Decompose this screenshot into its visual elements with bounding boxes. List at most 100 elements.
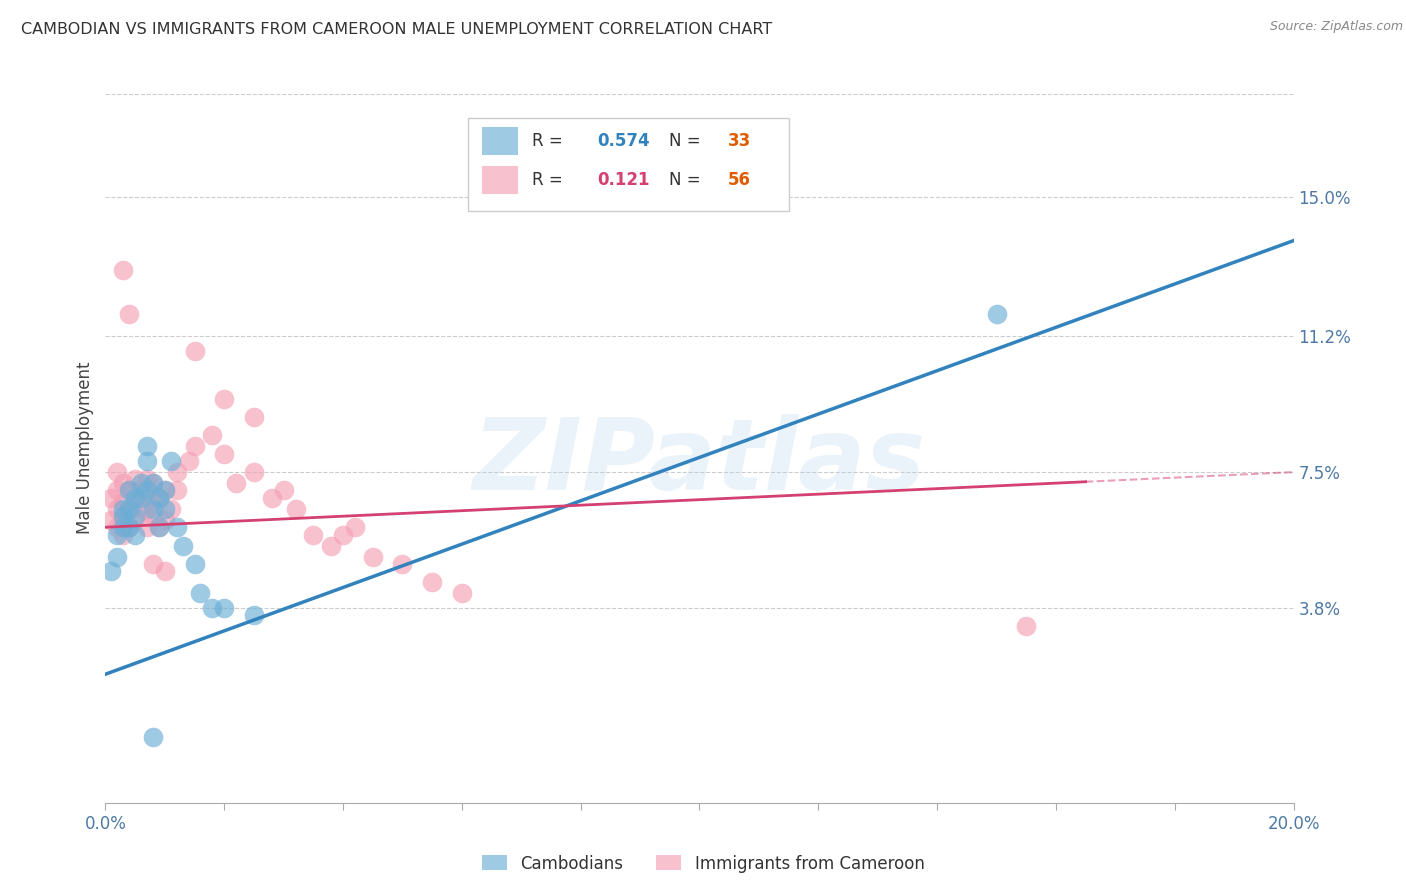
Text: CAMBODIAN VS IMMIGRANTS FROM CAMEROON MALE UNEMPLOYMENT CORRELATION CHART: CAMBODIAN VS IMMIGRANTS FROM CAMEROON MA…	[21, 22, 772, 37]
Point	[260, 491, 283, 505]
Point	[118, 307, 141, 321]
Text: 33: 33	[728, 132, 751, 150]
Point	[100, 491, 122, 505]
Point	[166, 465, 188, 479]
Point	[100, 513, 122, 527]
Point	[129, 476, 152, 491]
Point	[105, 527, 128, 541]
Point	[142, 509, 165, 524]
Point	[136, 483, 159, 498]
Bar	[482, 127, 517, 155]
Point	[142, 557, 165, 571]
Point	[361, 549, 384, 564]
Point	[124, 491, 146, 505]
Point	[129, 491, 152, 505]
Legend: Cambodians, Immigrants from Cameroon: Cambodians, Immigrants from Cameroon	[475, 848, 931, 880]
Point	[214, 392, 236, 406]
Point	[214, 601, 236, 615]
Text: 0.121: 0.121	[598, 171, 650, 189]
Point	[183, 343, 205, 358]
Point	[142, 491, 165, 505]
Point	[343, 520, 366, 534]
Point	[118, 520, 141, 534]
Point	[177, 454, 200, 468]
Point	[391, 557, 413, 571]
Point	[124, 527, 146, 541]
Point	[112, 520, 135, 534]
Point	[105, 549, 128, 564]
Text: ZIPatlas: ZIPatlas	[472, 414, 927, 511]
Point	[112, 494, 135, 508]
Point	[112, 476, 135, 491]
Point	[112, 527, 135, 541]
Point	[112, 501, 135, 516]
Point	[153, 513, 176, 527]
Point	[112, 513, 135, 527]
Point	[129, 501, 152, 516]
Point	[243, 465, 266, 479]
Point	[124, 513, 146, 527]
Point	[142, 476, 165, 491]
Point	[332, 527, 354, 541]
Point	[105, 520, 128, 534]
Point	[118, 520, 141, 534]
Text: Source: ZipAtlas.com: Source: ZipAtlas.com	[1270, 20, 1403, 33]
Point	[124, 473, 146, 487]
Point	[214, 447, 236, 461]
Point	[136, 473, 159, 487]
Point	[1015, 619, 1038, 633]
Point	[142, 476, 165, 491]
Point	[243, 608, 266, 623]
Point	[273, 483, 295, 498]
Point	[166, 520, 188, 534]
Text: N =: N =	[669, 132, 706, 150]
Text: R =: R =	[531, 171, 574, 189]
Point	[148, 520, 170, 534]
Point	[284, 501, 307, 516]
Point	[153, 501, 176, 516]
Point	[166, 483, 188, 498]
Point	[136, 520, 159, 534]
Point	[183, 557, 205, 571]
Point	[201, 428, 224, 442]
Point	[225, 476, 247, 491]
Point	[986, 307, 1008, 321]
Point	[142, 501, 165, 516]
Point	[201, 601, 224, 615]
Point	[450, 586, 472, 600]
Point	[183, 439, 205, 453]
Point	[124, 491, 146, 505]
Point	[243, 409, 266, 424]
Text: R =: R =	[531, 132, 568, 150]
Point	[153, 483, 176, 498]
Point	[118, 483, 141, 498]
Point	[129, 483, 152, 498]
Point	[100, 564, 122, 578]
Y-axis label: Male Unemployment: Male Unemployment	[76, 362, 94, 534]
Point	[148, 491, 170, 505]
Point	[118, 501, 141, 516]
Point	[159, 501, 181, 516]
Point	[142, 730, 165, 744]
Point	[321, 539, 343, 553]
Point	[172, 539, 194, 553]
Point	[153, 564, 176, 578]
Point	[148, 491, 170, 505]
Point	[136, 501, 159, 516]
Text: 0.574: 0.574	[598, 132, 650, 150]
Point	[118, 483, 141, 498]
Point	[105, 483, 128, 498]
Point	[159, 454, 181, 468]
FancyBboxPatch shape	[468, 119, 789, 211]
Point	[124, 509, 146, 524]
Bar	[482, 166, 517, 194]
Point	[118, 501, 141, 516]
Point	[148, 520, 170, 534]
Point	[112, 263, 135, 277]
Point	[190, 586, 212, 600]
Point	[105, 465, 128, 479]
Point	[302, 527, 325, 541]
Point	[136, 439, 159, 453]
Point	[153, 483, 176, 498]
Point	[105, 501, 128, 516]
